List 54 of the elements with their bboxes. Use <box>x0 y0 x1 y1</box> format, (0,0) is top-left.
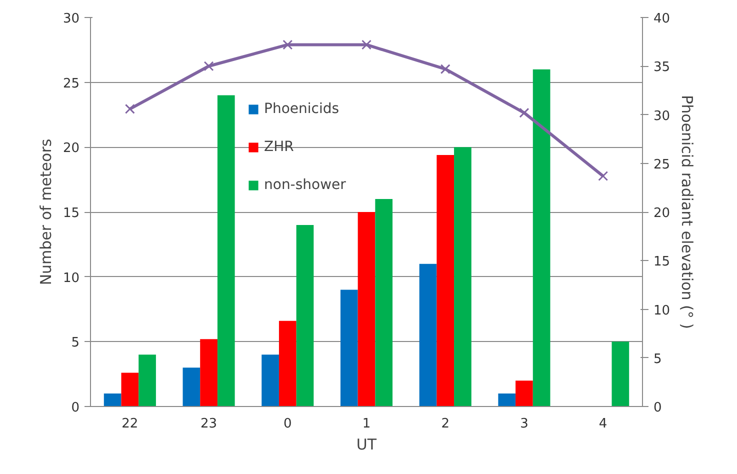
x-tick-label: 4 <box>598 416 608 432</box>
y-tick-label: 20 <box>62 141 80 156</box>
bar <box>532 69 550 406</box>
y-tick-label: 25 <box>62 76 80 92</box>
y2-tick-label: 25 <box>654 157 670 172</box>
bar <box>200 339 218 406</box>
y-tick-label: 30 <box>62 12 80 26</box>
point <box>362 40 372 50</box>
y-tick-label: 10 <box>62 270 80 286</box>
x-tick-label: 22 <box>122 416 138 432</box>
y2-tick-label: 5 <box>654 352 662 367</box>
point <box>282 40 293 50</box>
bar <box>454 147 472 406</box>
point <box>124 104 135 114</box>
y-tick-label: 0 <box>71 400 80 416</box>
bar <box>340 290 358 406</box>
y2-tick-label: 30 <box>654 108 670 124</box>
y2-tick-label: 20 <box>654 206 670 221</box>
legend-label: non-shower <box>264 177 346 193</box>
point <box>440 64 450 74</box>
bar <box>375 199 393 406</box>
y-axis-title: Number of meteors <box>36 138 55 286</box>
y-tick-label: 5 <box>71 336 80 351</box>
bar <box>419 264 437 406</box>
legend-label: Phoenicids <box>264 101 340 117</box>
x-axis-title: UT <box>356 436 378 454</box>
y2-tick-label: 40 <box>654 12 670 26</box>
y2-axis-title: Phoenicid radiant elevation (° ) <box>678 95 696 329</box>
point <box>204 61 214 72</box>
point <box>519 108 530 118</box>
bar <box>498 394 516 406</box>
x-tick-label: 23 <box>200 416 218 432</box>
bar <box>104 394 122 406</box>
x-tick-label: 0 <box>284 416 292 432</box>
y2-tick-label: 15 <box>654 254 670 270</box>
x-tick-label: 2 <box>441 416 450 432</box>
x-tick-label: 3 <box>520 416 528 432</box>
bar <box>516 380 533 406</box>
bar <box>121 372 139 406</box>
bar <box>436 154 454 406</box>
bar <box>278 320 296 406</box>
bar <box>217 95 235 406</box>
y2-tick-label: 35 <box>654 60 670 76</box>
bar <box>138 354 156 406</box>
bar <box>296 224 314 406</box>
bar <box>262 354 279 406</box>
point <box>598 171 608 182</box>
bar <box>182 368 200 406</box>
x-tick-label: 1 <box>362 416 371 432</box>
y2-tick-label: 0 <box>654 400 662 416</box>
bar <box>612 342 630 406</box>
y2-tick-label: 10 <box>654 303 670 318</box>
bar <box>358 212 376 406</box>
y-tick-label: 15 <box>62 206 80 221</box>
